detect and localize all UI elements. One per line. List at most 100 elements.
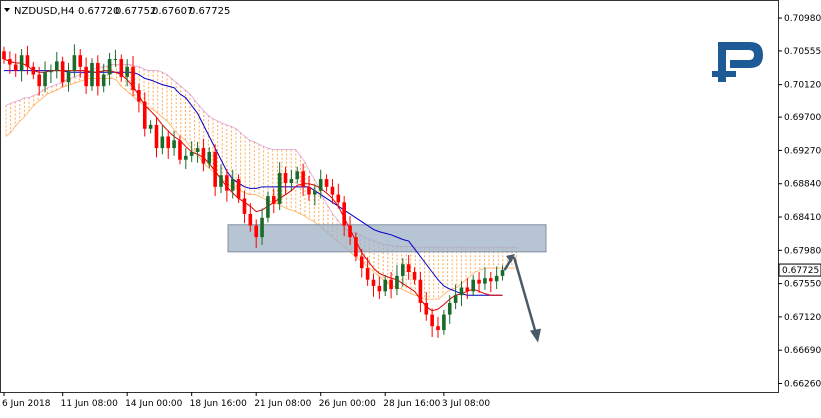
candle-body xyxy=(154,124,159,149)
candle xyxy=(477,271,481,293)
candle xyxy=(424,292,429,321)
candle xyxy=(37,66,41,96)
candle xyxy=(418,271,423,313)
y-tick-label: 0.70980 xyxy=(784,14,821,24)
candle xyxy=(84,57,88,94)
candle xyxy=(447,295,452,324)
candle xyxy=(201,138,206,172)
candle-body xyxy=(107,59,112,75)
candle xyxy=(330,179,335,204)
candle xyxy=(72,44,77,77)
candle-body xyxy=(125,66,129,77)
candle xyxy=(154,117,159,158)
candle-body xyxy=(189,151,194,156)
candle xyxy=(184,148,188,170)
candle-body xyxy=(383,279,388,292)
candle xyxy=(277,162,282,211)
candle-body xyxy=(377,285,382,292)
candle xyxy=(8,51,12,74)
y-tick-label: 0.70555 xyxy=(784,47,821,57)
x-tick-label: 3 Jul 08:00 xyxy=(442,399,491,409)
candle xyxy=(318,169,323,199)
candle xyxy=(453,284,458,310)
candle xyxy=(131,55,135,97)
candle xyxy=(430,308,434,338)
candle xyxy=(459,281,464,307)
candle-body xyxy=(49,70,53,73)
candle-body xyxy=(313,190,317,195)
candle xyxy=(230,169,235,199)
caret-down-icon[interactable] xyxy=(4,8,10,12)
candle xyxy=(283,166,288,194)
y-tick-label: 0.69270 xyxy=(784,146,821,156)
candle-body xyxy=(418,279,423,303)
candle xyxy=(96,55,100,96)
candle-body xyxy=(283,172,288,183)
candle-body xyxy=(37,74,41,87)
candle xyxy=(412,267,417,285)
candle-body xyxy=(453,295,458,303)
candle xyxy=(301,163,305,197)
candle-body xyxy=(365,268,370,280)
candle xyxy=(49,64,53,84)
candle-body xyxy=(301,171,305,187)
candle xyxy=(342,196,346,237)
candle xyxy=(348,216,352,245)
candle-body xyxy=(207,151,212,164)
candle xyxy=(101,63,106,93)
candle-body xyxy=(447,302,452,315)
candle-body xyxy=(254,225,258,238)
candle xyxy=(313,184,317,206)
candle-body xyxy=(84,66,88,87)
candle xyxy=(60,56,65,87)
candle xyxy=(142,92,147,137)
candle-body xyxy=(230,179,235,191)
candle-body xyxy=(54,61,59,71)
candle xyxy=(195,141,200,163)
last-price-label: 0.67725 xyxy=(782,266,819,276)
candle-body xyxy=(401,264,405,276)
candle-body xyxy=(424,302,429,315)
y-tick-label: 0.69700 xyxy=(784,113,821,123)
candle xyxy=(371,273,376,297)
candle-body xyxy=(219,175,223,187)
forecast-arrows xyxy=(503,253,541,343)
candle-body xyxy=(90,62,94,87)
candle-body xyxy=(389,279,393,290)
candle-body xyxy=(371,279,376,286)
candle-body xyxy=(25,55,30,67)
candle-body xyxy=(477,279,481,284)
candle xyxy=(289,169,294,191)
candle-body xyxy=(289,179,294,183)
candle-body xyxy=(330,186,335,195)
candle-body xyxy=(184,155,188,160)
x-tick-label: 21 Jun 08:00 xyxy=(254,399,311,409)
candle xyxy=(442,309,446,335)
x-tick-label: 26 Jun 00:00 xyxy=(319,399,376,409)
candle-body xyxy=(336,194,341,203)
last-price-tag: 0.67725 xyxy=(778,263,821,277)
candle-body xyxy=(406,264,411,272)
x-tick-label: 6 Jun 2018 xyxy=(2,399,51,409)
candle-body xyxy=(342,202,346,226)
candle xyxy=(500,265,505,281)
candle-body xyxy=(500,270,505,276)
candle-body xyxy=(160,136,165,149)
candle xyxy=(436,316,440,338)
candle xyxy=(148,120,153,134)
candle xyxy=(225,169,229,202)
candle xyxy=(248,203,253,232)
x-tick-label: 18 Jun 16:00 xyxy=(190,399,247,409)
candle-body xyxy=(60,61,65,83)
candle-body xyxy=(318,179,323,191)
candle xyxy=(13,53,18,77)
y-tick-label: 0.70120 xyxy=(784,81,821,91)
candle xyxy=(471,275,475,296)
time-axis: 6 Jun 2018 11 Jun 08:00 14 Jun 00:00 18 Jun… xyxy=(2,392,490,409)
candle xyxy=(213,144,217,197)
candle-body xyxy=(266,196,270,218)
candle xyxy=(25,45,30,75)
candle-body xyxy=(494,275,499,282)
